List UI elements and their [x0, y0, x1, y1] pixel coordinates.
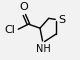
Text: O: O [19, 2, 28, 12]
Text: NH: NH [36, 44, 50, 54]
Text: S: S [58, 15, 66, 24]
Text: Cl: Cl [4, 25, 15, 35]
